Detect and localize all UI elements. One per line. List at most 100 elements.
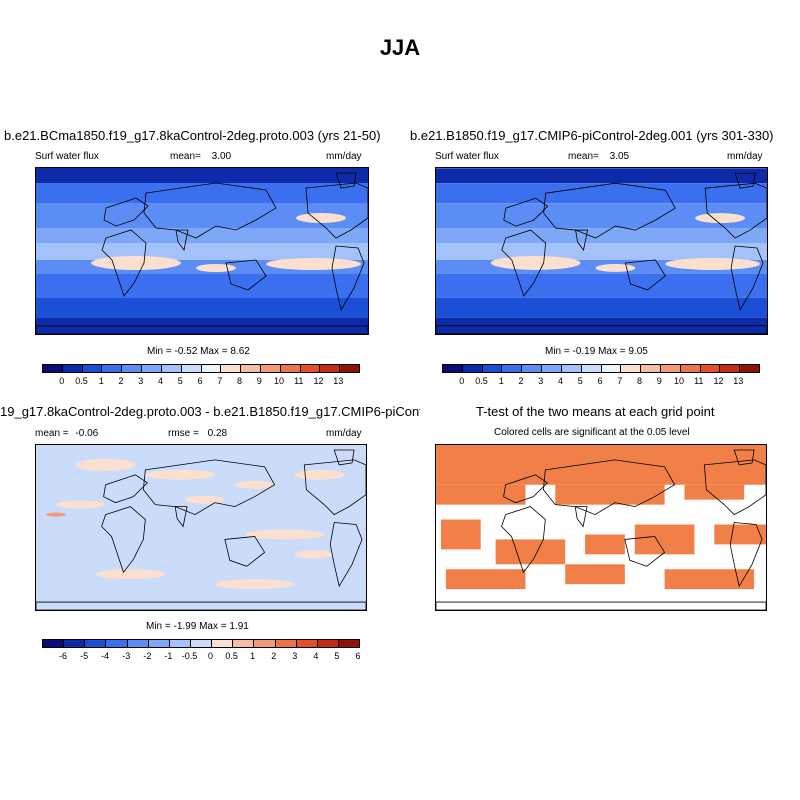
coastline-outline	[624, 536, 666, 567]
panel-3-minmax: Min = -1.99 Max = 1.91	[146, 621, 249, 632]
coastline-outline	[436, 325, 767, 334]
coastline-outline	[174, 506, 188, 528]
significant-cells	[555, 484, 665, 505]
colorbar-tick-label: 2	[518, 376, 524, 386]
panel-1-variable: Surf water flux	[35, 151, 99, 162]
colorbar-swatch	[522, 365, 543, 372]
colorbar-tick-label: -4	[101, 651, 110, 661]
significant-cells	[565, 564, 625, 585]
coastline-outline	[733, 449, 755, 466]
colorbar-swatch	[338, 640, 360, 647]
colorbar-swatch	[127, 640, 149, 647]
coastline-outline	[224, 536, 266, 567]
significant-cells	[436, 484, 526, 505]
field-dry-region	[296, 213, 346, 223]
coastline-outline	[542, 459, 676, 516]
colorbar-tick-label: 6	[355, 651, 361, 661]
field-band	[36, 168, 368, 183]
significant-cells	[714, 524, 766, 545]
colorbar-tick-label: 8	[236, 376, 243, 386]
panel-4-field	[436, 445, 766, 610]
significant-cells	[436, 445, 766, 485]
significant-cells	[585, 534, 625, 555]
panel-3-map	[35, 444, 367, 611]
colorbar-swatch	[680, 365, 701, 372]
colorbar-tick-label: -3	[122, 651, 131, 661]
colorbar-tick-label: 5	[334, 651, 340, 661]
diff-anomaly-patch	[45, 512, 66, 517]
diff-anomaly-patch	[55, 500, 106, 509]
colorbar-tick-label: 12	[313, 376, 324, 386]
diff-anomaly-patch	[185, 495, 225, 504]
field-band	[36, 274, 368, 298]
colorbar-tick-label: 4	[313, 651, 319, 661]
colorbar-swatch	[300, 365, 321, 372]
panel-3-mean-label: mean =	[35, 428, 69, 439]
panel-4-map	[435, 444, 767, 611]
panel-3-mean-value: -0.06	[75, 428, 99, 439]
diff-anomaly-patch	[95, 569, 166, 580]
colorbar-tick-label: -0.5	[181, 651, 198, 661]
colorbar-tick-label: -2	[143, 651, 152, 661]
coastline-outline	[103, 474, 148, 504]
field-band	[436, 183, 767, 204]
colorbar-tick-label: 1	[250, 651, 256, 661]
diff-anomaly-patch	[294, 469, 345, 480]
colorbar-swatch	[190, 640, 213, 647]
colorbar-tick-label: -1	[164, 651, 173, 661]
colorbar-tick-label: 4	[157, 376, 164, 386]
colorbar-swatch	[254, 640, 276, 647]
colorbar-swatch	[102, 365, 123, 372]
panel-2-minmax: Min = -0.19 Max = 9.05	[545, 346, 648, 357]
colorbar-swatch	[43, 365, 63, 372]
panel-3-colorbar	[42, 639, 360, 648]
diff-background	[36, 445, 366, 610]
colorbar-tick-label: 8	[636, 376, 643, 386]
panel-2-mean-label: mean=	[568, 151, 599, 162]
colorbar-swatch	[62, 365, 83, 372]
coastline-outline	[329, 522, 363, 588]
coastline-outline	[734, 172, 756, 189]
colorbar-tick-label: -5	[80, 651, 89, 661]
coastline-outline	[101, 229, 147, 297]
colorbar-tick-label: 13	[733, 376, 744, 386]
colorbar-swatch	[233, 640, 255, 647]
coastline-outline	[333, 449, 355, 466]
panel-3-colorbar-ticks: -6 -5 -4 -3 -2 -1 -0.5 0 0.5 1 2 3 4 5 6	[42, 651, 361, 663]
panel-3-rmse-value: 0.28	[207, 428, 228, 439]
colorbar-swatch	[340, 365, 359, 372]
colorbar-swatch	[660, 365, 681, 372]
colorbar-swatch	[148, 640, 170, 647]
coastline-outline	[703, 459, 766, 516]
field-dry-region	[196, 264, 236, 272]
colorbar-swatch	[740, 365, 759, 372]
colorbar-swatch	[106, 640, 128, 647]
panel-1-minmax: Min = -0.52 Max = 8.62	[147, 346, 250, 357]
coastline-outline	[335, 172, 357, 189]
panel-1-field	[36, 168, 368, 334]
panel-3-field	[36, 445, 366, 610]
panel-3-title: 19_g17.8kaControl-2deg.proto.003 - b.e21…	[0, 404, 420, 419]
coastline-outline	[143, 182, 277, 239]
significant-cells	[495, 539, 566, 565]
colorbar-tick-label: 4	[557, 376, 564, 386]
colorbar-swatch	[64, 640, 86, 647]
coastline-outline	[142, 459, 276, 516]
panel-1-mean-value: 3.00	[211, 151, 232, 162]
colorbar-swatch	[85, 640, 107, 647]
field-band	[436, 297, 767, 318]
page-title: JJA	[379, 35, 421, 60]
colorbar-swatch	[212, 640, 234, 647]
colorbar-tick-label: 7	[217, 376, 223, 386]
colorbar-tick-label: 0.5	[475, 376, 488, 386]
panel-2-colorbar	[442, 364, 760, 373]
panel-1-colorbar	[42, 364, 360, 373]
field-band	[36, 183, 368, 203]
colorbar-swatch	[320, 365, 341, 372]
colorbar-swatch	[482, 365, 503, 372]
colorbar-swatch	[296, 640, 318, 647]
field-band	[436, 228, 767, 244]
field-band	[436, 168, 767, 184]
coastline-outline	[436, 601, 766, 610]
coastline-outline	[501, 229, 547, 297]
